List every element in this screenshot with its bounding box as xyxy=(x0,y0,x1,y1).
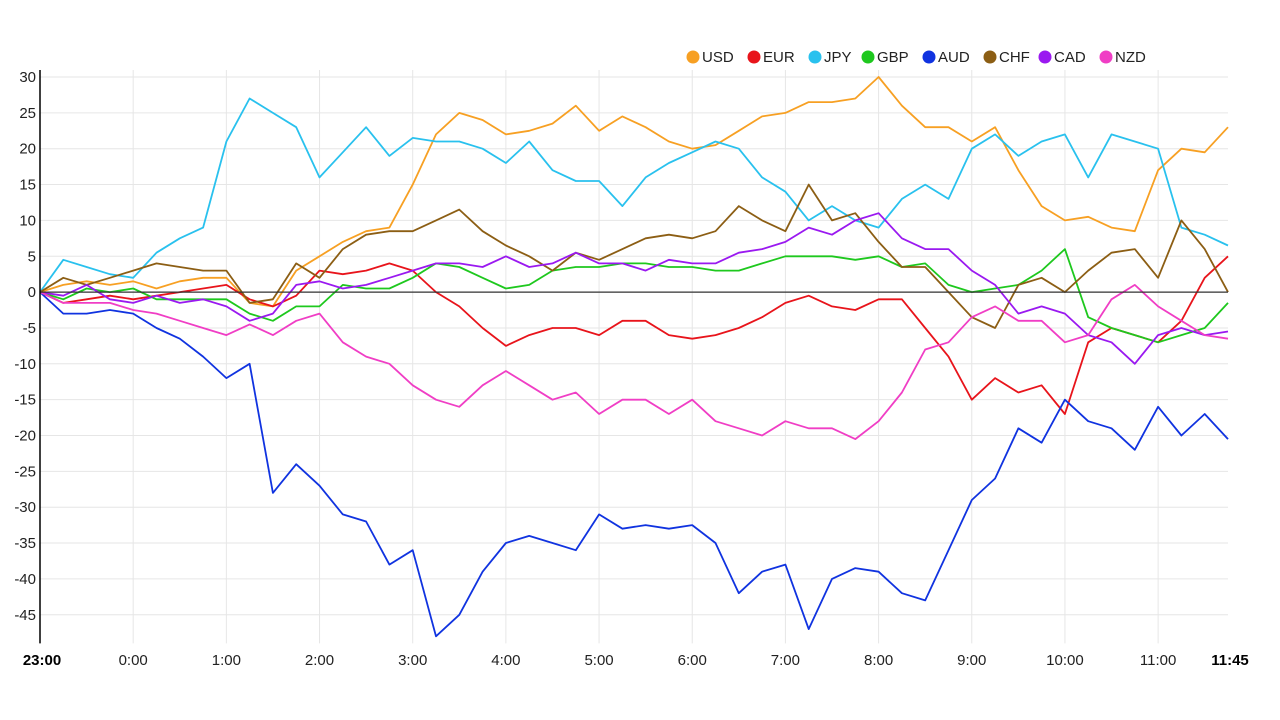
y-tick-label: -30 xyxy=(14,499,36,516)
legend-swatch xyxy=(1099,50,1113,64)
legend-swatch xyxy=(861,50,875,64)
series-lines xyxy=(39,76,1229,638)
legend-label: AUD xyxy=(938,49,970,66)
y-tick-label: -25 xyxy=(14,463,36,480)
x-tick-label: 6:00 xyxy=(678,652,707,669)
legend-label: CAD xyxy=(1054,49,1086,66)
series-line-aud xyxy=(39,291,1229,638)
legend-swatch xyxy=(1038,50,1052,64)
legend-label: CHF xyxy=(999,49,1030,66)
x-tick-label: 1:00 xyxy=(212,652,241,669)
y-tick-label: 10 xyxy=(19,212,36,229)
legend-label: USD xyxy=(702,49,734,66)
y-tick-label: -15 xyxy=(14,392,36,409)
x-tick-label: 11:00 xyxy=(1140,652,1176,669)
x-tick-label: 8:00 xyxy=(864,652,893,669)
y-tick-label: 30 xyxy=(19,69,36,86)
legend: USD EUR JPY GBP AUD CHF CAD NZD xyxy=(686,49,1146,66)
y-tick-label: 5 xyxy=(28,248,36,265)
series-line-gbp xyxy=(39,248,1229,344)
y-tick-label: -40 xyxy=(14,571,36,588)
x-tick-label: 0:00 xyxy=(119,652,148,669)
y-tick-label: 15 xyxy=(19,177,36,194)
legend-item-usd[interactable]: USD xyxy=(686,49,734,66)
series-line-eur xyxy=(39,255,1229,415)
y-tick-label: -5 xyxy=(23,320,36,337)
x-tick-label: 7:00 xyxy=(771,652,800,669)
legend-swatch xyxy=(922,50,936,64)
x-tick-label: 11:45 xyxy=(1211,652,1249,669)
legend-item-cad[interactable]: CAD xyxy=(1038,49,1086,66)
y-tick-label: -45 xyxy=(14,607,36,624)
y-tick-label: 20 xyxy=(19,141,36,158)
x-tick-label: 2:00 xyxy=(305,652,334,669)
legend-item-eur[interactable]: EUR xyxy=(747,49,795,66)
legend-item-jpy[interactable]: JPY xyxy=(808,49,852,66)
legend-label: JPY xyxy=(824,49,852,66)
y-tick-label: 0 xyxy=(28,284,36,301)
x-axis-ticks: 23:00 0:00 1:00 2:00 3:00 4:00 5:00 6:00 7:00 8:0… xyxy=(23,652,1249,669)
series-line-nzd xyxy=(39,283,1229,441)
legend-label: NZD xyxy=(1115,49,1146,66)
series-line-chf xyxy=(39,183,1229,329)
legend-item-aud[interactable]: AUD xyxy=(922,49,970,66)
y-tick-label: -20 xyxy=(14,428,36,445)
legend-item-gbp[interactable]: GBP xyxy=(861,49,909,66)
series-line-jpy xyxy=(39,97,1229,293)
y-tick-label: -35 xyxy=(14,535,36,552)
grid xyxy=(40,70,1228,644)
legend-swatch xyxy=(808,50,822,64)
series-line-cad xyxy=(39,212,1229,365)
legend-swatch xyxy=(686,50,700,64)
legend-label: EUR xyxy=(763,49,795,66)
series-line-usd xyxy=(39,76,1229,308)
x-tick-label: 4:00 xyxy=(491,652,520,669)
x-tick-label: 23:00 xyxy=(23,652,61,669)
x-tick-label: 9:00 xyxy=(957,652,986,669)
legend-label: GBP xyxy=(877,49,909,66)
y-tick-label: -10 xyxy=(14,356,36,373)
y-axis-ticks: 30 25 20 15 10 5 0 -5 -10 -15 -20 -25 -30 -35 -40 -45 xyxy=(14,69,36,624)
x-tick-label: 10:00 xyxy=(1046,652,1084,669)
legend-swatch xyxy=(983,50,997,64)
legend-item-chf[interactable]: CHF xyxy=(983,49,1030,66)
x-tick-label: 5:00 xyxy=(584,652,613,669)
y-tick-label: 25 xyxy=(19,105,36,122)
x-tick-label: 3:00 xyxy=(398,652,427,669)
legend-item-nzd[interactable]: NZD xyxy=(1099,49,1146,66)
legend-swatch xyxy=(747,50,761,64)
